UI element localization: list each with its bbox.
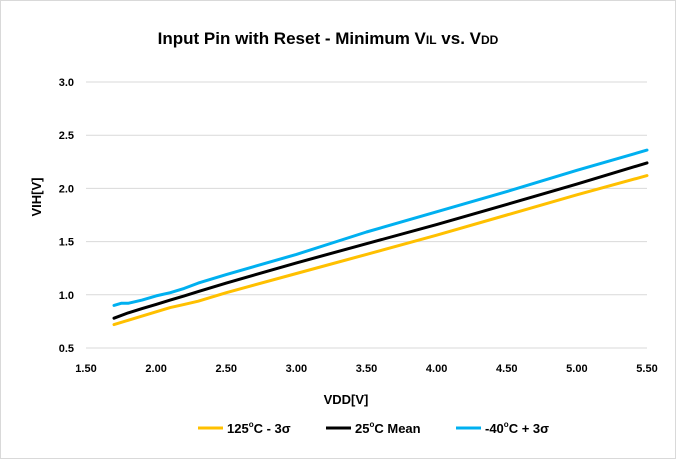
- y-tick-label: 1.0: [59, 290, 74, 302]
- x-tick-label: 5.50: [636, 363, 657, 375]
- y-tick-label: 2.5: [59, 130, 74, 142]
- x-axis-title: VDD[V]: [324, 392, 369, 407]
- x-tick-label: 4.50: [496, 363, 517, 375]
- legend-label: 25oC Mean: [355, 420, 421, 436]
- grid-layer: [86, 81, 647, 349]
- x-tick-label: 3.50: [356, 363, 377, 375]
- x-tick-label: 5.00: [566, 363, 587, 375]
- series-layer: [112, 148, 649, 327]
- x-tick-label: 4.00: [426, 363, 447, 375]
- y-tick-labels: 0.5 1.0 1.5 2.0 2.5 3.0: [59, 77, 74, 355]
- y-tick-label: 1.5: [59, 237, 74, 249]
- series-line-1: [112, 174, 649, 327]
- series-line-3: [112, 148, 649, 307]
- legend: 125oC - 3σ 25oC Mean -40oC + 3σ: [198, 420, 549, 436]
- legend-item-3: -40oC + 3σ: [456, 420, 549, 436]
- x-tick-label: 1.50: [75, 363, 96, 375]
- x-tick-label: 2.00: [145, 363, 166, 375]
- series-line-2: [112, 161, 649, 320]
- y-axis-title: VIH[V]: [29, 178, 44, 217]
- x-tick-labels: 1.50 2.00 2.50 3.00 3.50 4.00 4.50 5.00 5.50: [75, 363, 657, 375]
- legend-label: -40oC + 3σ: [485, 420, 549, 436]
- legend-item-1: 125oC - 3σ: [198, 420, 291, 436]
- chart-title: Input Pin with Reset - Minimum VIL vs. V…: [158, 29, 499, 48]
- legend-item-2: 25oC Mean: [326, 420, 421, 436]
- y-tick-label: 3.0: [59, 77, 74, 89]
- y-tick-label: 2.0: [59, 183, 74, 195]
- legend-label: 125oC - 3σ: [227, 420, 291, 436]
- y-tick-label: 0.5: [59, 343, 74, 355]
- x-tick-label: 2.50: [216, 363, 237, 375]
- x-tick-label: 3.00: [286, 363, 307, 375]
